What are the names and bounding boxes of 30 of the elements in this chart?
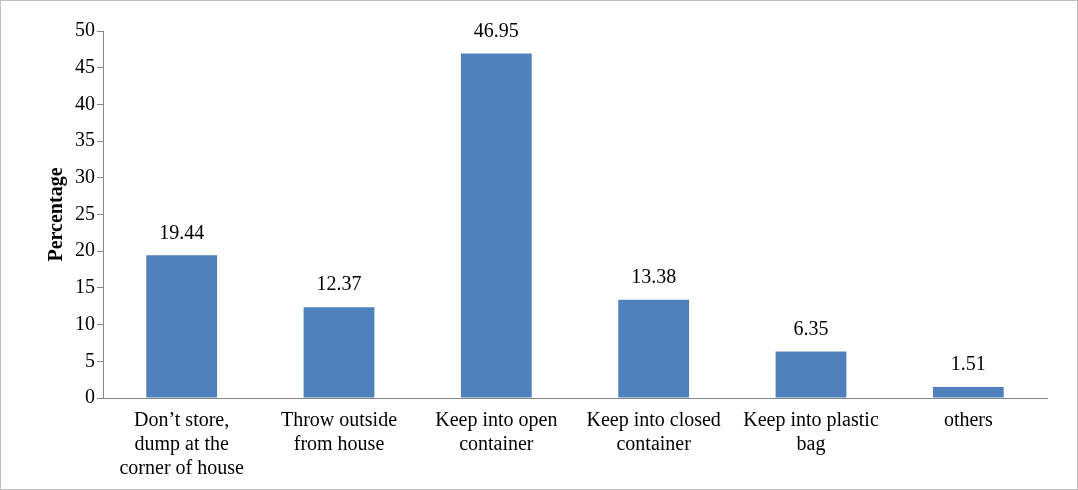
y-tick-label: 50 xyxy=(75,18,95,41)
x-tick-label: Keep into plastic bag xyxy=(743,408,879,456)
data-label: 13.38 xyxy=(631,265,677,288)
bar xyxy=(460,53,532,398)
bar xyxy=(775,351,847,398)
x-tick-label: Throw outside from house xyxy=(280,408,398,455)
y-tick-label: 25 xyxy=(75,201,95,224)
y-tick-label: 45 xyxy=(75,54,95,77)
x-tick-label: Don’t store, dump at the corner of house xyxy=(119,408,244,479)
y-tick-label: 35 xyxy=(75,128,95,151)
data-label: 6.35 xyxy=(793,316,829,339)
y-tick-label: 10 xyxy=(75,311,95,334)
y-tick-label: 20 xyxy=(75,238,95,261)
bar xyxy=(146,255,218,398)
bar xyxy=(303,307,375,398)
data-label: 46.95 xyxy=(473,18,519,41)
y-tick-label: 30 xyxy=(75,165,95,188)
data-label: 12.37 xyxy=(316,272,362,295)
x-tick-label: Keep into open container xyxy=(435,408,558,455)
y-tick-label: 15 xyxy=(75,275,95,298)
y-axis-title: Percentage xyxy=(44,167,68,262)
data-label: 19.44 xyxy=(159,220,205,243)
bar xyxy=(618,299,690,398)
y-tick-label: 0 xyxy=(85,385,95,408)
x-tick-label: others xyxy=(943,408,993,431)
bar xyxy=(932,386,1004,398)
x-tick-label: Keep into closed container xyxy=(586,408,721,455)
y-tick-label: 5 xyxy=(85,348,95,371)
data-label: 1.51 xyxy=(950,352,986,375)
y-tick-label: 40 xyxy=(75,91,95,114)
